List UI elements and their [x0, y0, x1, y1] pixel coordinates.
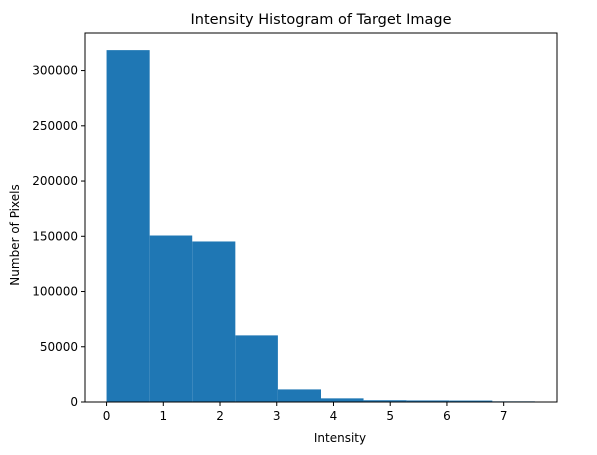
y-tick-label: 300000 [32, 64, 78, 78]
x-tick-label: 7 [500, 409, 508, 423]
histogram-bar-8 [449, 400, 493, 402]
histogram-bars [106, 50, 535, 402]
histogram-bar-0 [106, 50, 150, 402]
y-axis-label: Number of Pixels [8, 184, 22, 285]
histogram-bar-3 [235, 335, 278, 402]
y-tick-label: 150000 [32, 229, 78, 243]
y-tick-label: 0 [70, 395, 78, 409]
chart-title: Intensity Histogram of Target Image [190, 12, 451, 28]
histogram-bar-7 [406, 400, 450, 402]
histogram-bar-2 [192, 241, 236, 402]
y-tick-label: 250000 [32, 119, 78, 133]
x-tick-label: 6 [443, 409, 451, 423]
x-axis-label: Intensity [314, 431, 366, 445]
x-tick-label: 5 [386, 409, 394, 423]
x-tick-label: 4 [330, 409, 338, 423]
y-tick-label: 200000 [32, 174, 78, 188]
x-axis-ticks: 0 1 2 3 4 5 6 7 [103, 402, 508, 423]
x-tick-label: 2 [216, 409, 224, 423]
y-axis-ticks: 0 50000 100000 150000 200000 250000 300000 [32, 64, 85, 409]
plot-frame [84, 32, 558, 403]
histogram-bar-1 [149, 235, 193, 402]
x-tick-label: 1 [159, 409, 167, 423]
histogram-bar-6 [363, 400, 407, 402]
y-tick-label: 100000 [32, 285, 78, 299]
x-tick-label: 0 [103, 409, 111, 423]
x-tick-label: 3 [273, 409, 281, 423]
histogram-bar-5 [321, 398, 364, 402]
y-tick-label: 50000 [40, 340, 78, 354]
histogram-bar-4 [277, 389, 321, 402]
